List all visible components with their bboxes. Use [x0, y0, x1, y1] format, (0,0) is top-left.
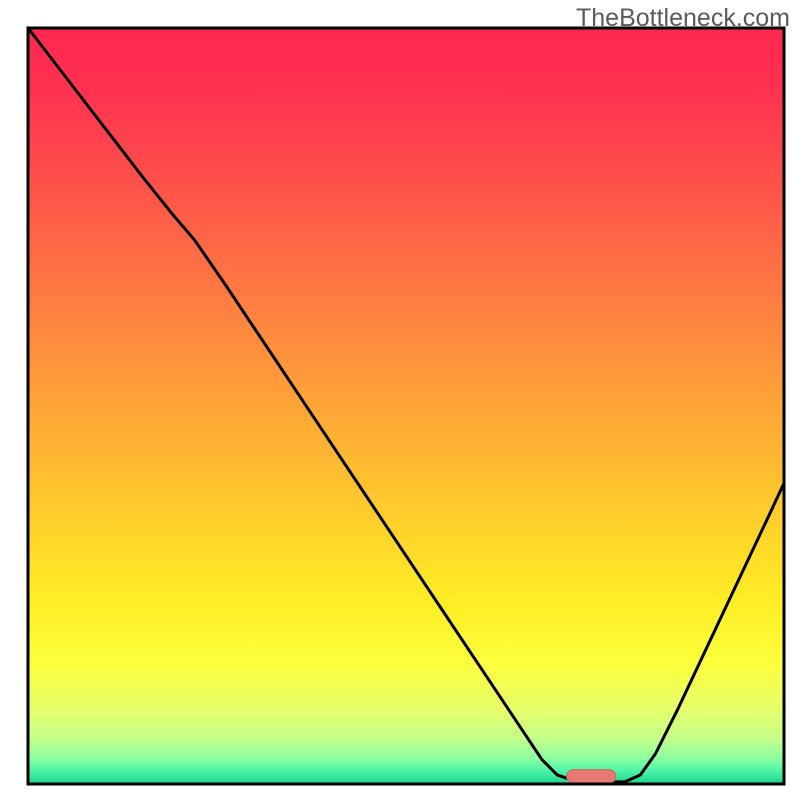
watermark-text: TheBottleneck.com — [576, 4, 790, 33]
optimal-range-marker — [567, 770, 616, 784]
bottleneck-chart — [0, 0, 800, 800]
chart-container: TheBottleneck.com — [0, 0, 800, 800]
plot-background — [28, 28, 784, 784]
